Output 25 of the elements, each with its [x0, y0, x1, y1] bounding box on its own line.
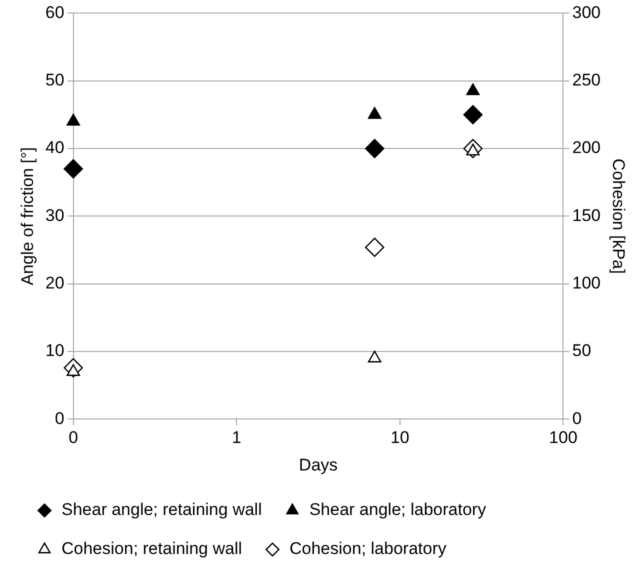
y2-tick-label: 100	[572, 274, 601, 293]
y2-tick-label: 50	[572, 341, 592, 360]
y2-tick-label: 200	[572, 138, 601, 158]
y-axis-title: Angle of friction [°]	[18, 147, 37, 286]
y2-tick-label: 300	[572, 2, 601, 22]
x-tick-label: 0	[68, 428, 78, 448]
x-tick-label: 10	[390, 428, 410, 448]
x-tick-label: 100	[549, 428, 578, 448]
x-axis-title: Days	[298, 455, 338, 474]
y-tick-label: 20	[45, 274, 64, 293]
y-tick-label: 40	[45, 138, 64, 158]
y2-tick-label: 150	[572, 206, 601, 225]
legend-label: Shear angle; retaining wall	[62, 500, 262, 520]
y-tick-label: 10	[45, 341, 64, 360]
legend-label: Cohesion; laboratory	[289, 539, 447, 558]
y2-axis-title: Cohesion [kPa]	[609, 158, 628, 274]
y-tick-label: 50	[45, 70, 64, 90]
y2-tick-label: 250	[572, 70, 601, 90]
y2-tick-label: 0	[572, 408, 582, 428]
legend-label: Cohesion; retaining wall	[62, 539, 242, 558]
y-tick-label: 0	[54, 408, 64, 428]
x-tick-label: 1	[232, 428, 242, 448]
y-tick-label: 30	[45, 206, 64, 225]
y-tick-label: 60	[45, 2, 64, 22]
legend-label: Shear angle; laboratory	[309, 500, 487, 520]
